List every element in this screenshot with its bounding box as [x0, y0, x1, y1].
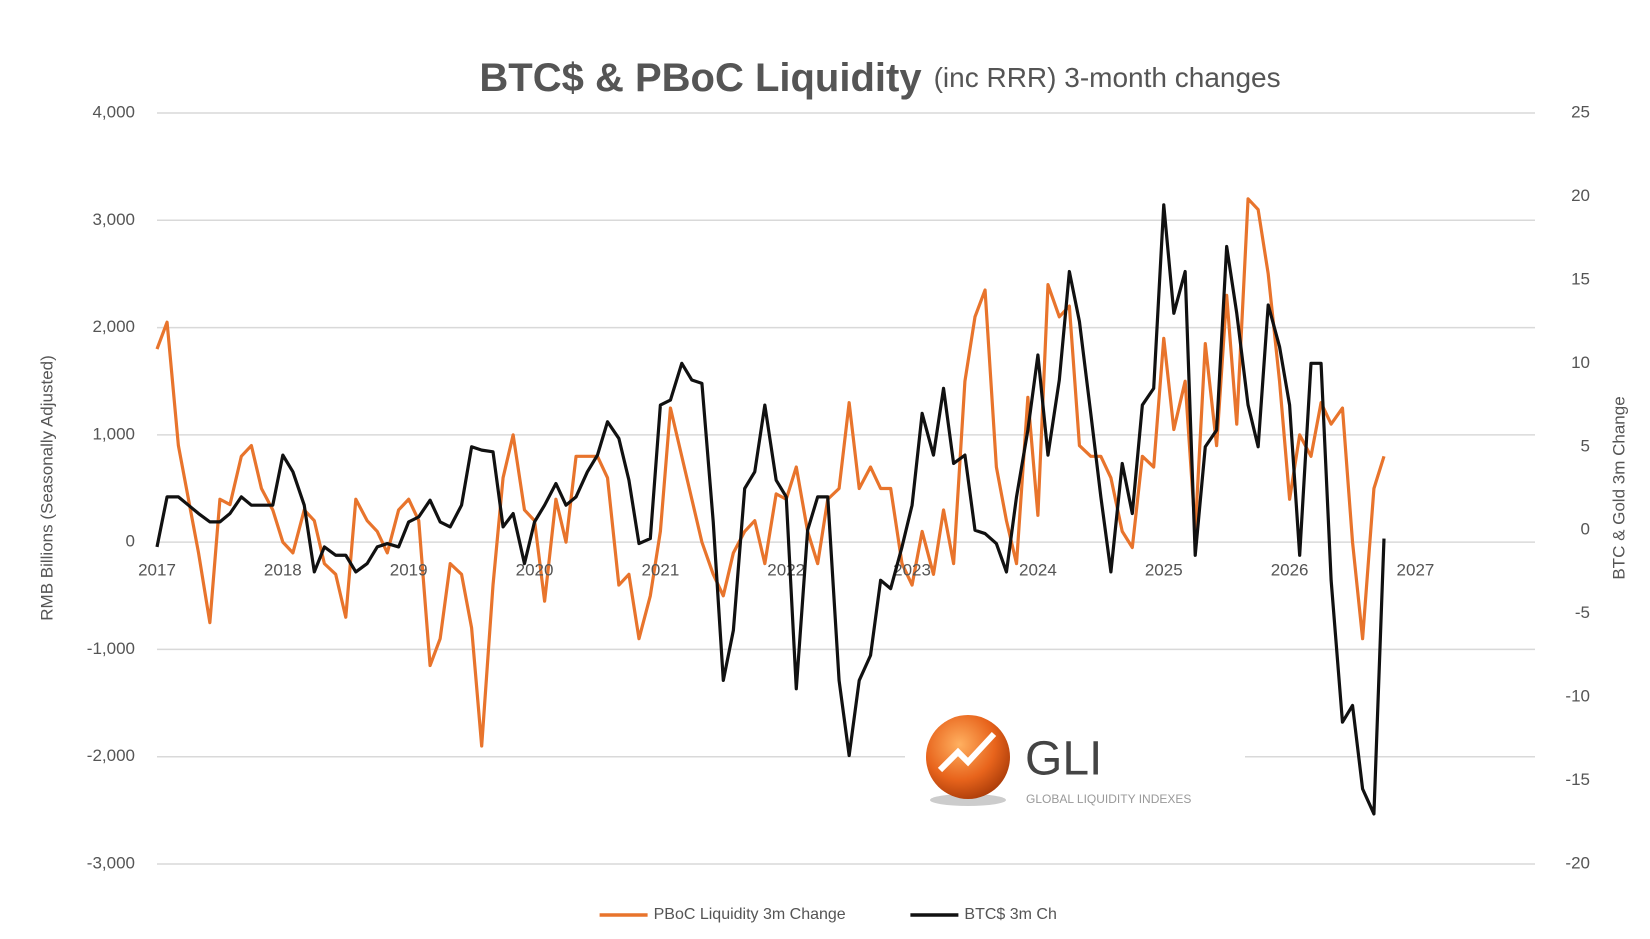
logo-orb	[926, 715, 1010, 799]
y2-tick-label: 10	[1571, 353, 1590, 372]
legend-label: BTC$ 3m Ch	[964, 906, 1056, 923]
y-tick-label: -1,000	[87, 639, 135, 658]
y-axis-title: RMB Billions (Seasonally Adjusted)	[37, 355, 56, 621]
x-tick-label: 2024	[1019, 561, 1057, 580]
y-tick-label: 2,000	[92, 317, 135, 336]
x-tick-label: 2017	[138, 561, 176, 580]
y2-tick-label: 5	[1581, 436, 1590, 455]
y-tick-label: 3,000	[92, 210, 135, 229]
logo-arrow	[937, 731, 997, 773]
y-tick-label: -3,000	[87, 853, 135, 872]
logo-subtitle: GLOBAL LIQUIDITY INDEXES	[1026, 792, 1191, 806]
watermark: GLI GLOBAL LIQUIDITY INDEXES	[905, 705, 1245, 815]
y2-tick-label: 15	[1571, 269, 1590, 288]
x-tick-label: 2027	[1397, 561, 1435, 580]
x-tick-label: 2021	[641, 561, 679, 580]
y2-tick-label: 0	[1581, 520, 1590, 539]
data-line	[155, 203, 1386, 816]
data-line	[155, 197, 1386, 748]
y-tick-label: 1,000	[92, 424, 135, 443]
y2-tick-label: 25	[1571, 102, 1590, 121]
x-tick-label: 2019	[390, 561, 428, 580]
x-tick-label: 2020	[516, 561, 554, 580]
logo-shadow	[930, 794, 1006, 806]
y-tick-label: -2,000	[87, 746, 135, 765]
y-tick-label: 4,000	[92, 102, 135, 121]
y2-tick-label: -15	[1565, 770, 1590, 789]
chart-title: BTC$ & PBoC Liquidity (inc RRR) 3-month c…	[479, 56, 1280, 100]
x-tick-label: 2022	[767, 561, 805, 580]
x-tick-label: 2025	[1145, 561, 1183, 580]
logo-text: GLI	[1025, 733, 1102, 786]
x-tick-label: 2018	[264, 561, 302, 580]
x-tick-label: 2026	[1271, 561, 1309, 580]
y2-tick-label: -5	[1575, 603, 1590, 622]
y-tick-label: 0	[126, 532, 135, 551]
y2-tick-label: 20	[1571, 186, 1590, 205]
y2-axis-title: BTC & Gold 3m Change	[1609, 396, 1628, 579]
subtitle: (inc RRR) 3-month changes	[934, 62, 1281, 93]
y2-tick-label: -10	[1565, 687, 1590, 706]
legend-label: PBoC Liquidity 3m Change	[654, 906, 846, 923]
x-tick-label: 2023	[893, 561, 931, 580]
y2-tick-label: -20	[1565, 853, 1590, 872]
title: BTC$ & PBoC Liquidity	[479, 56, 922, 100]
